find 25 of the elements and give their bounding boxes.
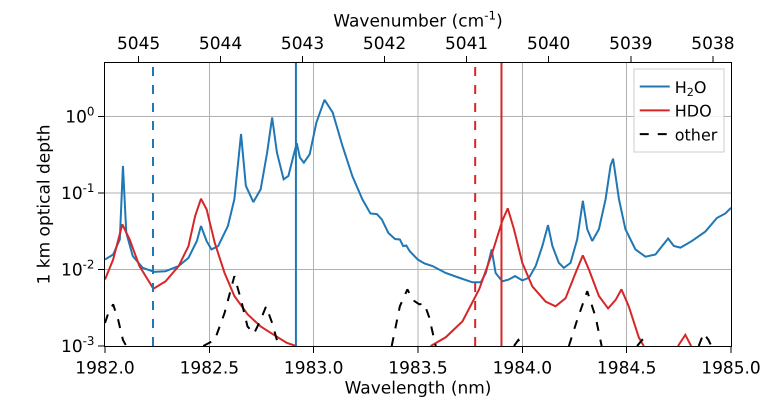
x2-tick-label: 5043 xyxy=(280,34,324,54)
y-tick-label: 10$^{0}$ xyxy=(65,104,94,128)
x2-tick-label: 5045 xyxy=(116,34,160,54)
x-tick-label: 1985.0 xyxy=(701,358,761,378)
x2-tick-label: 5038 xyxy=(691,34,735,54)
x-tick-label: 1982.5 xyxy=(180,358,240,378)
y-tick-label: 10$^{-1}$ xyxy=(61,180,94,204)
y-tick-label: 10$^{-3}$ xyxy=(61,334,94,357)
x-tick-label: 1984.5 xyxy=(596,358,656,378)
legend-label: other xyxy=(674,125,718,144)
x-tick-label: 1983.5 xyxy=(388,358,448,378)
x-tick-label: 1984.0 xyxy=(492,358,552,378)
x2-tick-label: 5039 xyxy=(609,34,652,54)
x2-tick-label: 5040 xyxy=(527,34,570,54)
x2-tick-label: 5041 xyxy=(444,34,488,54)
x2-tick-label: 5042 xyxy=(362,34,406,54)
x-tick-label: 1982.0 xyxy=(75,358,135,378)
x-tick-label: 1983.0 xyxy=(284,358,344,378)
legend-label: HDO xyxy=(674,102,712,121)
x2-axis-title: Wavenumber (cm$^{-1}$) xyxy=(333,8,503,32)
x2-tick-label: 5044 xyxy=(198,34,242,54)
x-axis-title: Wavelength (nm) xyxy=(344,378,492,398)
y-tick-label: 10$^{-2}$ xyxy=(61,257,94,280)
legend-label: H$_{2}$O xyxy=(674,78,706,100)
y-axis-title: 1 km optical depth xyxy=(34,124,55,284)
